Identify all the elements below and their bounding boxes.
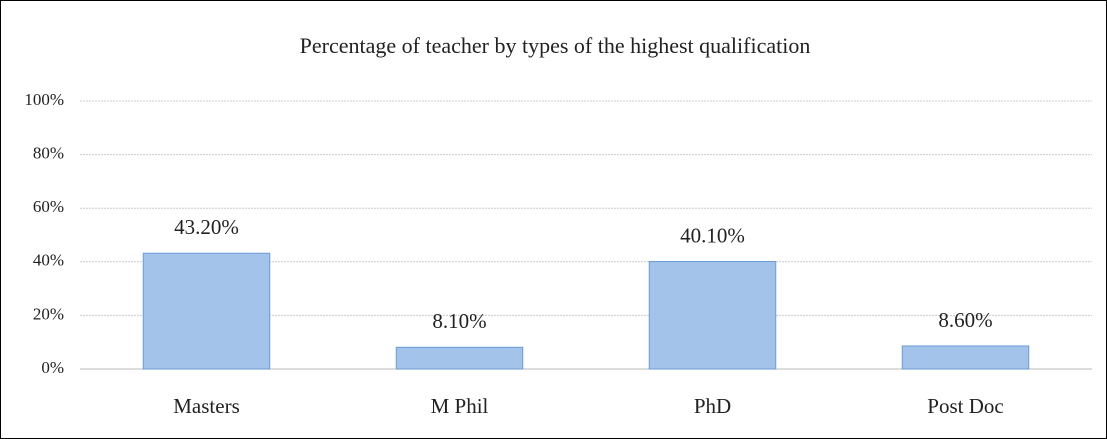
y-tick-label: 0% bbox=[41, 358, 64, 377]
bar bbox=[395, 346, 524, 370]
x-tick-label: PhD bbox=[694, 394, 731, 418]
bar bbox=[648, 261, 777, 370]
x-tick-label: M Phil bbox=[431, 394, 489, 418]
x-tick-label: Post Doc bbox=[927, 394, 1003, 418]
value-label: 8.60% bbox=[938, 308, 992, 332]
y-tick-label: 80% bbox=[33, 144, 64, 163]
y-tick-label: 60% bbox=[33, 197, 64, 216]
chart-title: Percentage of teacher by types of the hi… bbox=[300, 33, 811, 58]
value-label: 43.20% bbox=[174, 215, 239, 239]
y-tick-label: 40% bbox=[33, 251, 64, 270]
value-label: 40.10% bbox=[680, 223, 745, 247]
bar bbox=[142, 252, 271, 370]
x-tick-label: Masters bbox=[173, 394, 240, 418]
y-tick-label: 20% bbox=[33, 304, 64, 323]
bar bbox=[901, 345, 1030, 370]
y-tick-label: 100% bbox=[24, 90, 64, 109]
value-label: 8.10% bbox=[432, 309, 486, 333]
